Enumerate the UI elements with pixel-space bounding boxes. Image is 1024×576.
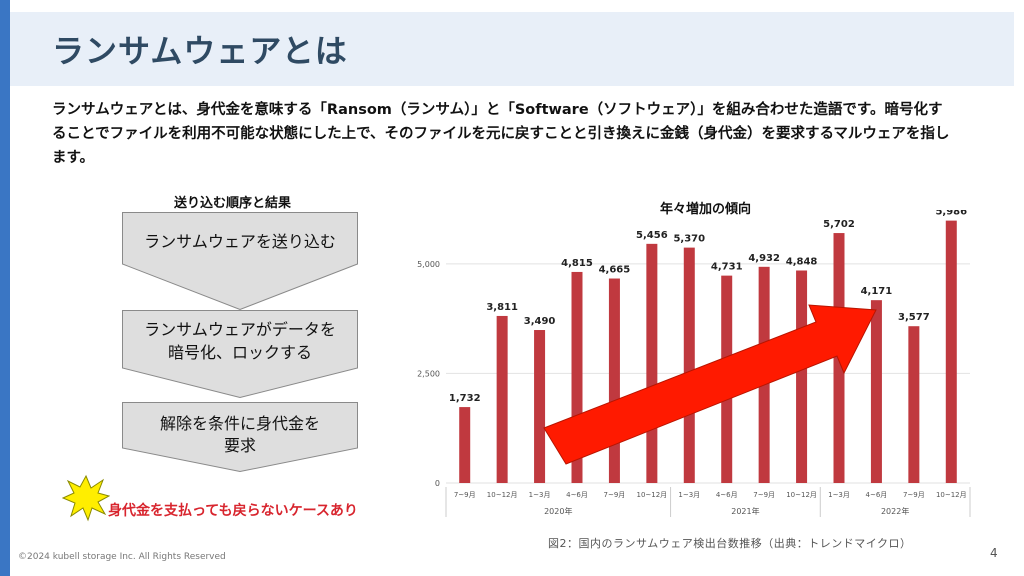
bar <box>459 407 471 483</box>
x-tick-label: 7~9月 <box>753 491 775 499</box>
bar <box>796 270 808 483</box>
data-label: 5,986 <box>935 210 967 218</box>
bar <box>908 326 920 483</box>
data-label: 1,732 <box>449 393 481 404</box>
data-label: 4,848 <box>786 256 818 267</box>
x-tick-label: 10~12月 <box>936 491 967 499</box>
data-label: 4,932 <box>748 253 780 264</box>
flow-step-text: 要求 <box>223 436 256 455</box>
x-tick-label: 10~12月 <box>786 491 817 499</box>
page-title: ランサムウェアとは <box>52 32 348 70</box>
chart-caption: 図2：国内のランサムウェア検出台数推移（出典：トレンドマイクロ） <box>548 537 912 550</box>
y-tick-label: 5,000 <box>417 260 440 269</box>
x-tick-label: 7~9月 <box>903 491 925 499</box>
data-label: 4,731 <box>711 262 743 273</box>
x-tick-label: 7~9月 <box>454 491 476 499</box>
x-tick-label: 4~6月 <box>716 491 738 499</box>
data-label: 5,456 <box>636 230 668 241</box>
data-label: 3,811 <box>486 302 518 313</box>
data-label: 4,665 <box>599 265 631 276</box>
data-label: 4,171 <box>861 286 893 297</box>
flow-step-text: 解除を条件に身代金を <box>159 414 320 433</box>
data-label: 4,815 <box>561 258 593 269</box>
bar <box>683 247 695 483</box>
intro-text: ランサムウェアとは、身代金を意味する「Ransom（ランサム）」と「Softwa… <box>52 102 950 166</box>
x-tick-label: 1~3月 <box>828 491 850 499</box>
x-tick-label: 1~3月 <box>529 491 551 499</box>
flow-label: 送り込む順序と結果 <box>174 196 292 211</box>
data-label: 3,490 <box>524 316 556 327</box>
trend-arrow <box>543 304 877 465</box>
accent-bar <box>0 0 10 576</box>
bar <box>945 220 957 484</box>
copyright: ©2024 kubell storage Inc. All Rights Res… <box>18 552 226 562</box>
bar <box>496 315 508 483</box>
chevron-down-shape <box>122 212 358 310</box>
x-tick-label: 1~3月 <box>678 491 700 499</box>
flow-step-text: ランサムウェアを送り込む <box>144 232 336 251</box>
x-tick-label: 4~6月 <box>566 491 588 499</box>
flow-step-encrypt: ランサムウェアがデータを 暗号化、ロックする <box>122 310 358 398</box>
chevron-down-shape <box>122 310 358 398</box>
data-label: 3,577 <box>898 312 930 323</box>
y-tick-label: 2,500 <box>417 369 440 378</box>
group-label: 2020年 <box>544 506 572 516</box>
y-tick-label: 0 <box>435 479 440 488</box>
flow-step-text: 暗号化、ロックする <box>167 343 312 362</box>
bar <box>571 271 583 483</box>
warning-burst-icon <box>62 474 110 522</box>
title-band <box>10 12 1014 86</box>
trend-label: 年々増加の傾向 <box>660 202 752 217</box>
bar <box>870 300 882 483</box>
bar <box>608 278 620 483</box>
ransomware-detection-chart: 0 2,500 5,000 1,732 7~9月 3,811 10~12月 3,490 1~3月… <box>417 210 971 517</box>
warning-text: 身代金を支払っても戻らないケースあり <box>108 503 358 519</box>
bar <box>534 330 546 483</box>
chevron-down-shape <box>122 402 358 472</box>
flow-step-text: ランサムウェアがデータを <box>144 320 336 339</box>
page-number: 4 <box>990 546 998 560</box>
x-tick-label: 10~12月 <box>637 491 668 499</box>
x-tick-label: 10~12月 <box>487 491 518 499</box>
x-tick-label: 7~9月 <box>604 491 626 499</box>
x-tick-label: 4~6月 <box>866 491 888 499</box>
data-label: 5,370 <box>673 234 705 245</box>
group-label: 2022年 <box>881 506 909 516</box>
flow-step-send: ランサムウェアを送り込む <box>122 212 358 310</box>
group-label: 2021年 <box>731 506 759 516</box>
bar <box>646 243 658 483</box>
data-label: 5,702 <box>823 219 855 230</box>
flow-step-ransom: 解除を条件に身代金を 要求 <box>122 402 358 472</box>
